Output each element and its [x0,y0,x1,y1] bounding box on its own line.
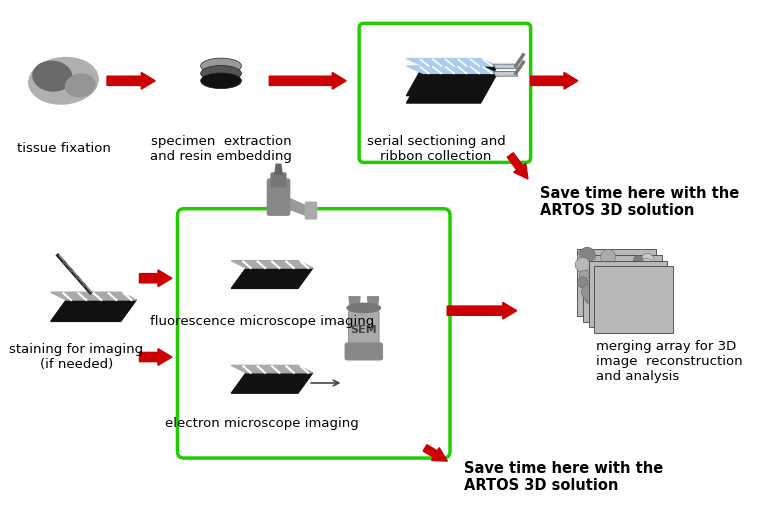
Polygon shape [406,58,497,66]
Circle shape [598,276,609,287]
FancyBboxPatch shape [306,202,316,219]
FancyArrow shape [140,270,172,287]
FancyArrow shape [507,153,528,179]
Circle shape [641,253,654,267]
Circle shape [637,271,647,281]
FancyBboxPatch shape [346,343,382,360]
Circle shape [621,268,627,274]
FancyBboxPatch shape [588,261,667,327]
Polygon shape [288,198,308,216]
Ellipse shape [200,66,241,81]
Text: staining for imaging
(if needed): staining for imaging (if needed) [9,343,144,371]
Circle shape [620,299,629,308]
FancyBboxPatch shape [271,173,286,187]
Circle shape [76,276,78,279]
Circle shape [83,284,85,286]
Circle shape [613,266,624,276]
FancyBboxPatch shape [267,179,290,215]
Circle shape [595,269,605,279]
Polygon shape [349,297,360,312]
Polygon shape [406,73,497,103]
Circle shape [598,276,605,284]
Ellipse shape [65,74,95,97]
Circle shape [634,255,643,265]
Polygon shape [51,300,137,322]
FancyArrow shape [107,73,155,89]
Circle shape [63,262,65,264]
Circle shape [627,271,643,287]
Circle shape [577,277,588,288]
Polygon shape [231,373,313,393]
FancyBboxPatch shape [359,24,531,162]
Polygon shape [494,64,518,69]
FancyBboxPatch shape [578,249,656,316]
FancyBboxPatch shape [177,209,450,458]
Text: tissue fixation: tissue fixation [17,142,111,155]
Circle shape [601,249,616,265]
Polygon shape [368,297,379,312]
Polygon shape [275,164,282,175]
Polygon shape [231,261,313,268]
Circle shape [580,247,595,263]
Circle shape [640,292,650,303]
Circle shape [630,292,647,309]
Polygon shape [406,66,497,73]
FancyBboxPatch shape [583,255,662,322]
Polygon shape [494,72,518,76]
FancyArrow shape [140,349,172,366]
Text: Save time here with the
ARTOS 3D solution: Save time here with the ARTOS 3D solutio… [464,461,663,493]
FancyArrow shape [447,302,517,319]
Polygon shape [406,66,497,96]
Circle shape [588,280,594,286]
Circle shape [590,279,606,295]
Text: fluorescence microscope imaging: fluorescence microscope imaging [150,315,374,328]
Text: serial sectioning and
ribbon collection: serial sectioning and ribbon collection [366,135,505,162]
Ellipse shape [28,57,98,104]
Circle shape [641,281,647,288]
Circle shape [640,258,654,272]
FancyBboxPatch shape [594,266,673,333]
Circle shape [611,292,629,310]
FancyArrow shape [531,73,578,89]
Circle shape [615,284,621,290]
Text: merging array for 3D
image  reconstruction
and analysis: merging array for 3D image reconstructio… [595,340,742,383]
Circle shape [610,263,618,270]
Circle shape [575,258,590,272]
FancyArrow shape [423,445,447,461]
Ellipse shape [33,61,71,91]
Circle shape [585,297,591,304]
Circle shape [579,270,589,280]
Text: electron microscope imaging: electron microscope imaging [165,417,359,430]
Circle shape [578,248,596,266]
Text: specimen  extraction
and resin embedding: specimen extraction and resin embedding [150,135,292,162]
Circle shape [601,288,617,304]
Polygon shape [231,366,313,373]
Circle shape [596,285,611,301]
Ellipse shape [347,303,380,312]
Circle shape [636,295,644,303]
Text: Save time here with the
ARTOS 3D solution: Save time here with the ARTOS 3D solutio… [540,185,739,218]
Circle shape [596,299,611,313]
Polygon shape [51,292,137,300]
Circle shape [70,269,72,271]
FancyBboxPatch shape [349,310,379,350]
FancyArrow shape [270,73,346,89]
Text: SEM: SEM [350,325,377,335]
Circle shape [617,302,630,316]
Circle shape [590,300,596,306]
Ellipse shape [200,73,241,89]
Circle shape [631,302,641,312]
Ellipse shape [200,58,241,74]
Circle shape [594,303,603,312]
Polygon shape [231,268,313,288]
Circle shape [581,283,599,301]
